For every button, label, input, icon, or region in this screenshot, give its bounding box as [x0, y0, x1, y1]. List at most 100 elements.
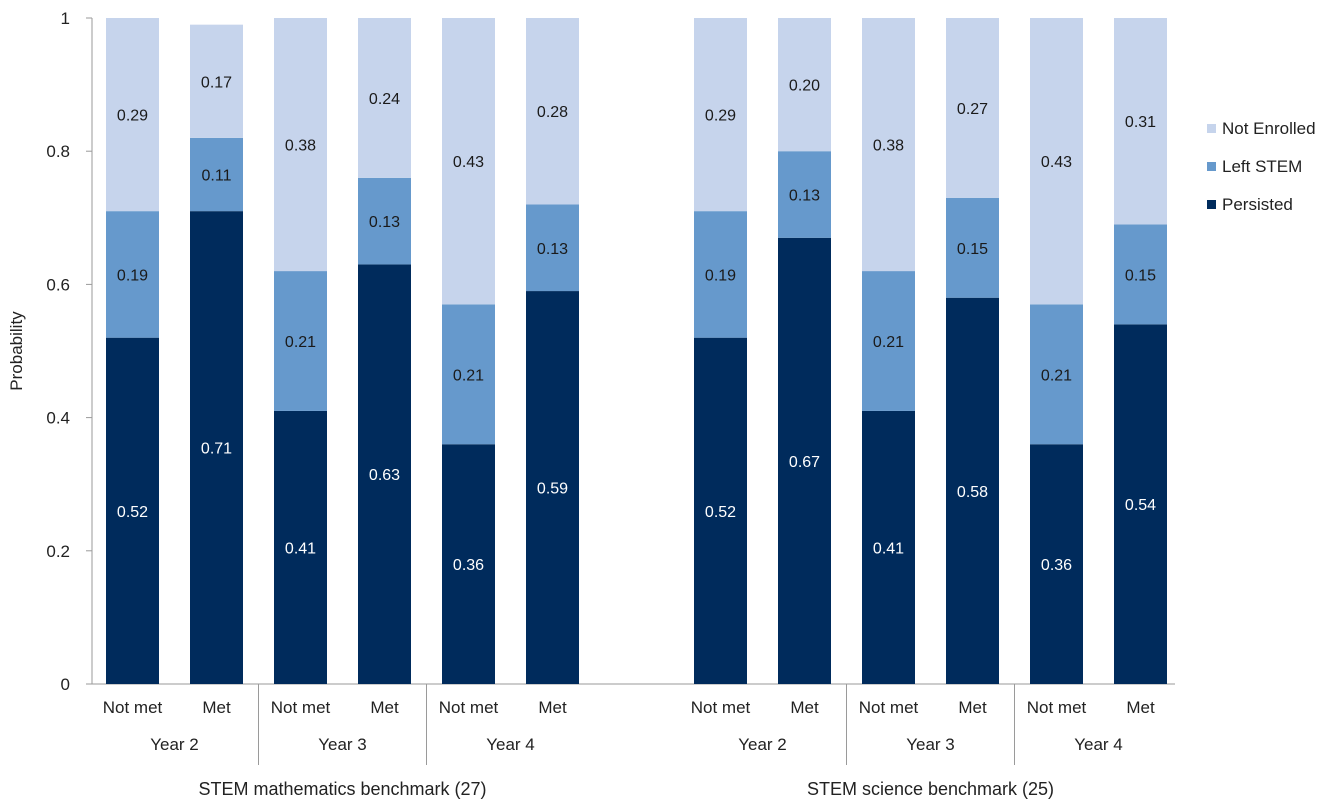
bar-segment — [694, 211, 747, 338]
year-label: Year 4 — [486, 735, 535, 754]
data-label: 0.36 — [1041, 557, 1072, 574]
legend: Not Enrolled Left STEM Persisted — [1207, 119, 1316, 214]
bar-segment — [778, 151, 831, 238]
data-label: 0.71 — [201, 441, 232, 458]
category-label: Not met — [103, 698, 163, 717]
bar-segment — [862, 18, 915, 272]
bar-segment — [1030, 444, 1083, 684]
bar-segment — [358, 177, 411, 265]
year-label: Year 4 — [1074, 735, 1123, 754]
y-tick-label: 0 — [61, 675, 70, 694]
legend-label: Left STEM — [1222, 157, 1302, 176]
legend-swatch — [1207, 162, 1216, 171]
legend-label: Persisted — [1222, 195, 1293, 214]
y-tick-label: 0.8 — [46, 142, 70, 161]
bar-segment — [274, 18, 327, 272]
data-label: 0.41 — [873, 540, 904, 557]
bar-segment — [190, 24, 243, 138]
group-label: STEM mathematics benchmark (27) — [198, 779, 486, 799]
group-label: STEM science benchmark (25) — [807, 779, 1054, 799]
y-axis-title: Probability — [7, 311, 26, 391]
bar-segment — [442, 304, 495, 445]
data-label: 0.38 — [285, 138, 316, 155]
bar-segment — [946, 197, 999, 298]
bar-segment — [274, 271, 327, 411]
category-label: Not met — [439, 698, 499, 717]
year-label: Year 2 — [738, 735, 787, 754]
data-label: 0.11 — [202, 168, 232, 185]
bar-segment — [694, 18, 747, 212]
y-tick-label: 0.6 — [46, 275, 70, 294]
data-label: 0.67 — [789, 454, 820, 471]
category-label: Met — [790, 698, 819, 717]
data-label: 0.31 — [1125, 114, 1156, 131]
category-label: Not met — [691, 698, 751, 717]
bar-segment — [442, 18, 495, 305]
year-label: Year 3 — [906, 735, 955, 754]
bar-segment — [862, 271, 915, 411]
y-tick-label: 1 — [61, 9, 70, 28]
category-label: Met — [538, 698, 567, 717]
bar-segment — [862, 410, 915, 684]
data-label: 0.52 — [117, 504, 148, 521]
data-label: 0.27 — [957, 101, 988, 118]
data-label: 0.24 — [369, 91, 400, 108]
data-label: 0.17 — [201, 74, 232, 91]
legend-label: Not Enrolled — [1222, 119, 1316, 138]
bar-segment — [274, 410, 327, 684]
data-label: 0.15 — [957, 241, 988, 258]
data-label: 0.29 — [705, 108, 736, 125]
data-label: 0.43 — [1041, 154, 1072, 171]
bar-segment — [946, 297, 999, 684]
bar-segment — [526, 204, 579, 292]
data-label: 0.21 — [453, 367, 484, 384]
data-label: 0.43 — [453, 154, 484, 171]
data-label: 0.15 — [1125, 267, 1156, 284]
bar-segment — [190, 211, 243, 684]
legend-swatch — [1207, 124, 1216, 133]
category-label: Not met — [271, 698, 331, 717]
year-label: Year 2 — [150, 735, 199, 754]
bar-segment — [778, 237, 831, 684]
legend-swatch — [1207, 200, 1216, 209]
data-label: 0.13 — [789, 187, 820, 204]
y-tick-label: 0.2 — [46, 542, 70, 561]
data-label: 0.36 — [453, 557, 484, 574]
bar-segment — [1114, 324, 1167, 684]
bar-segment — [946, 18, 999, 198]
bars: 0.52 0.19 0.29 0.71 0.11 0.17 0.41 0.21 0.38 0.63… — [106, 18, 1167, 684]
bar-segment — [358, 264, 411, 684]
data-label: 0.19 — [705, 267, 736, 284]
data-label: 0.54 — [1125, 497, 1156, 514]
data-label: 0.21 — [285, 334, 316, 351]
data-label: 0.29 — [117, 108, 148, 125]
bar-segment — [694, 337, 747, 684]
data-label: 0.21 — [1041, 367, 1072, 384]
category-label: Met — [202, 698, 231, 717]
bar-segment — [778, 18, 831, 152]
y-tick-label: 0.4 — [46, 409, 70, 428]
bar-segment — [106, 337, 159, 684]
data-label: 0.19 — [117, 267, 148, 284]
bar-segment — [1114, 224, 1167, 325]
data-label: 0.52 — [705, 504, 736, 521]
category-label: Not met — [859, 698, 919, 717]
bar-segment — [526, 291, 579, 684]
category-label: Met — [958, 698, 987, 717]
axes: 0 0.2 0.4 0.6 0.8 1 — [46, 9, 1175, 765]
data-label: 0.38 — [873, 138, 904, 155]
bar-segment — [106, 18, 159, 212]
data-label: 0.20 — [789, 78, 820, 95]
bar-segment — [1030, 18, 1083, 305]
data-label: 0.63 — [369, 467, 400, 484]
category-label: Met — [1126, 698, 1155, 717]
data-label: 0.13 — [369, 214, 400, 231]
bar-segment — [442, 444, 495, 684]
bar-segment — [106, 211, 159, 338]
data-label: 0.41 — [285, 540, 316, 557]
data-label: 0.59 — [537, 481, 568, 498]
bar-segment — [190, 137, 243, 212]
bar-segment — [526, 18, 579, 205]
